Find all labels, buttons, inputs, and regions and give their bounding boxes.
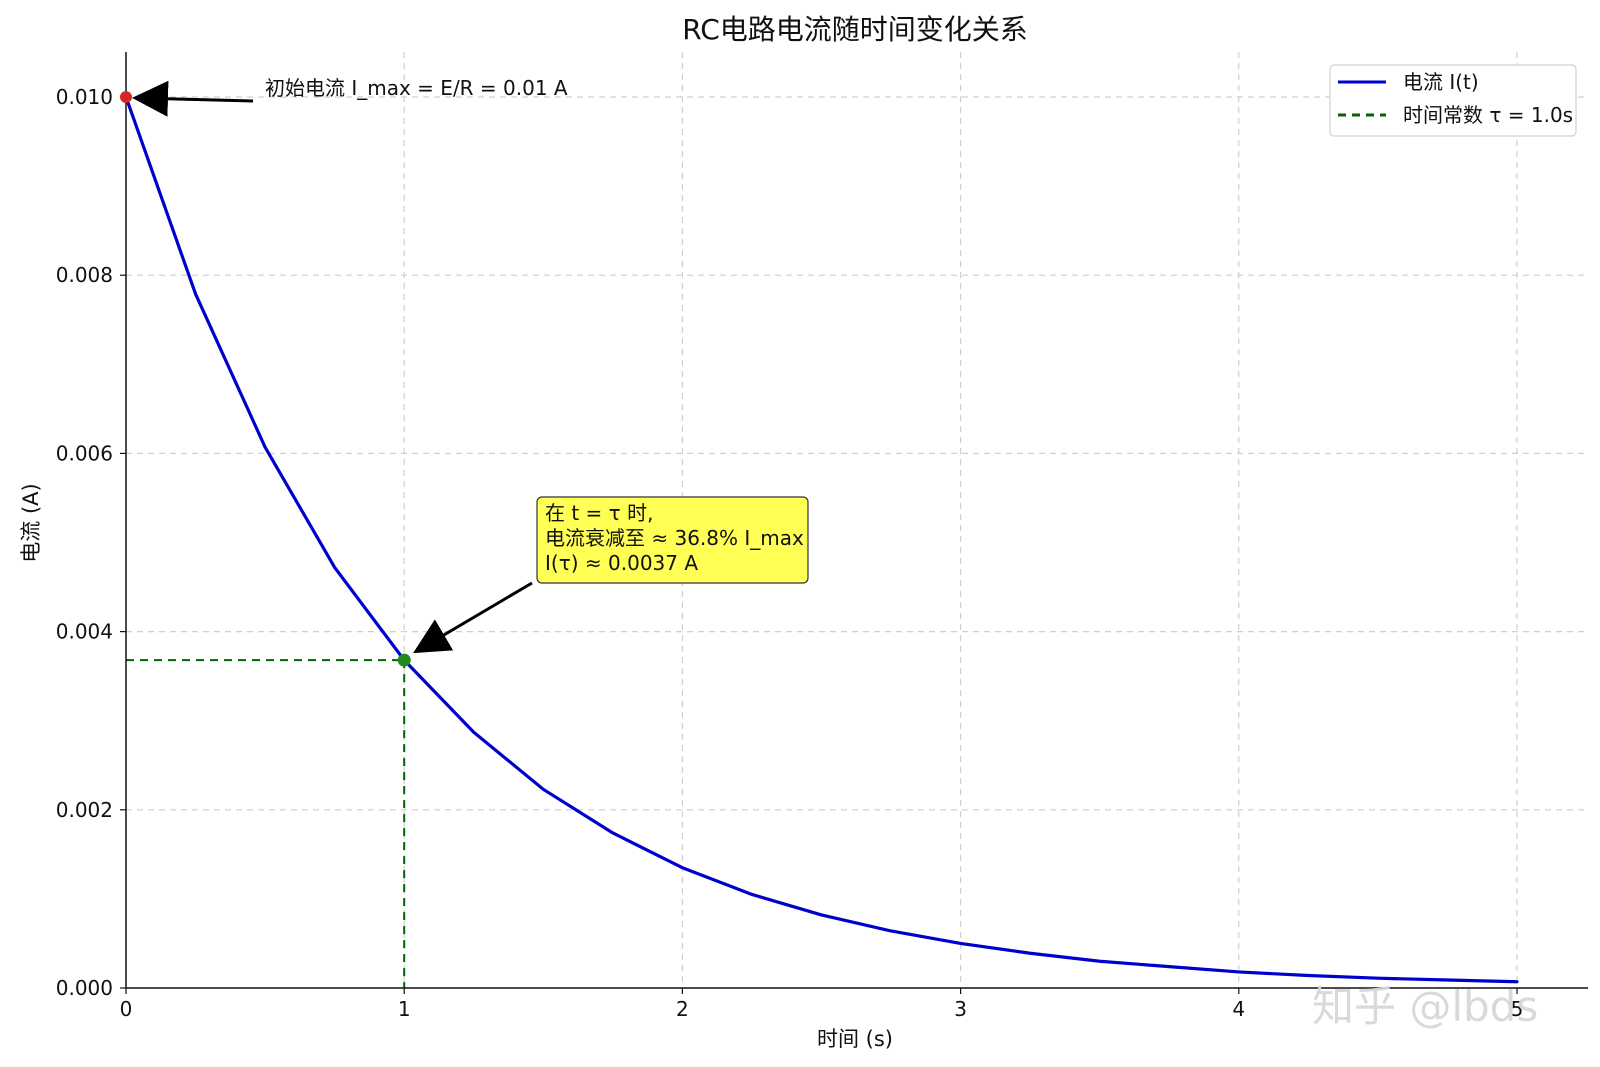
legend-label-1: 电流 I(t) <box>1403 70 1479 94</box>
x-tick-label-4: 4 <box>1232 997 1245 1021</box>
legend-label-2: 时间常数 τ = 1.0s <box>1403 103 1573 127</box>
x-axis-label: 时间 (s) <box>817 1027 893 1051</box>
start-annotation-text: 初始电流 I_max = E/R = 0.01 A <box>265 76 568 100</box>
legend-layer: 电流 I(t) 时间常数 τ = 1.0s <box>1329 64 1577 137</box>
y-tick-label-1: 0.002 <box>56 798 113 822</box>
current-series-line <box>124 95 1519 984</box>
tau-annotation-arrow <box>413 581 533 654</box>
y-tick-label-2: 0.004 <box>56 620 113 644</box>
x-tick-label-5: 5 <box>1511 997 1524 1021</box>
tau-annotation-line-3: I(τ) ≈ 0.0037 A <box>545 551 698 575</box>
y-tick-label-3: 0.006 <box>56 441 113 465</box>
start-point <box>120 91 132 103</box>
tau-annotation-line-1: 在 t = τ 时, <box>545 501 653 525</box>
tau-annotation-line-2: 电流衰减至 ≈ 36.8% I_max <box>545 526 804 550</box>
x-tick-label-2: 2 <box>676 997 689 1021</box>
tau-point <box>397 653 411 667</box>
legend-box <box>1329 64 1577 137</box>
reference-layer <box>126 659 406 988</box>
x-tick-label-1: 1 <box>398 997 411 1021</box>
annotation-layer: 初始电流 I_max = E/R = 0.01 A 在 t = τ 时,电流衰减至… <box>132 76 809 654</box>
y-tick-label-4: 0.008 <box>56 263 113 287</box>
chart-title: RC电路电流随时间变化关系 <box>682 13 1028 46</box>
series-layer <box>124 95 1519 984</box>
axes-layer: 0 1 2 3 4 5 0.000 0.002 0.004 0.006 0.008 0.010 <box>56 52 1588 1021</box>
watermark-text: 知乎 @lbds <box>1312 982 1538 1031</box>
y-tick-label-0: 0.000 <box>56 976 113 1000</box>
grid-layer <box>126 52 1588 988</box>
x-tick-label-0: 0 <box>120 997 133 1021</box>
y-tick-label-5: 0.010 <box>56 85 113 109</box>
tau-annotation-box <box>536 496 809 584</box>
y-axis-label: 电流 (A) <box>19 483 43 562</box>
x-tick-label-3: 3 <box>954 997 967 1021</box>
start-annotation-arrow <box>132 80 254 117</box>
points-layer <box>120 91 411 667</box>
